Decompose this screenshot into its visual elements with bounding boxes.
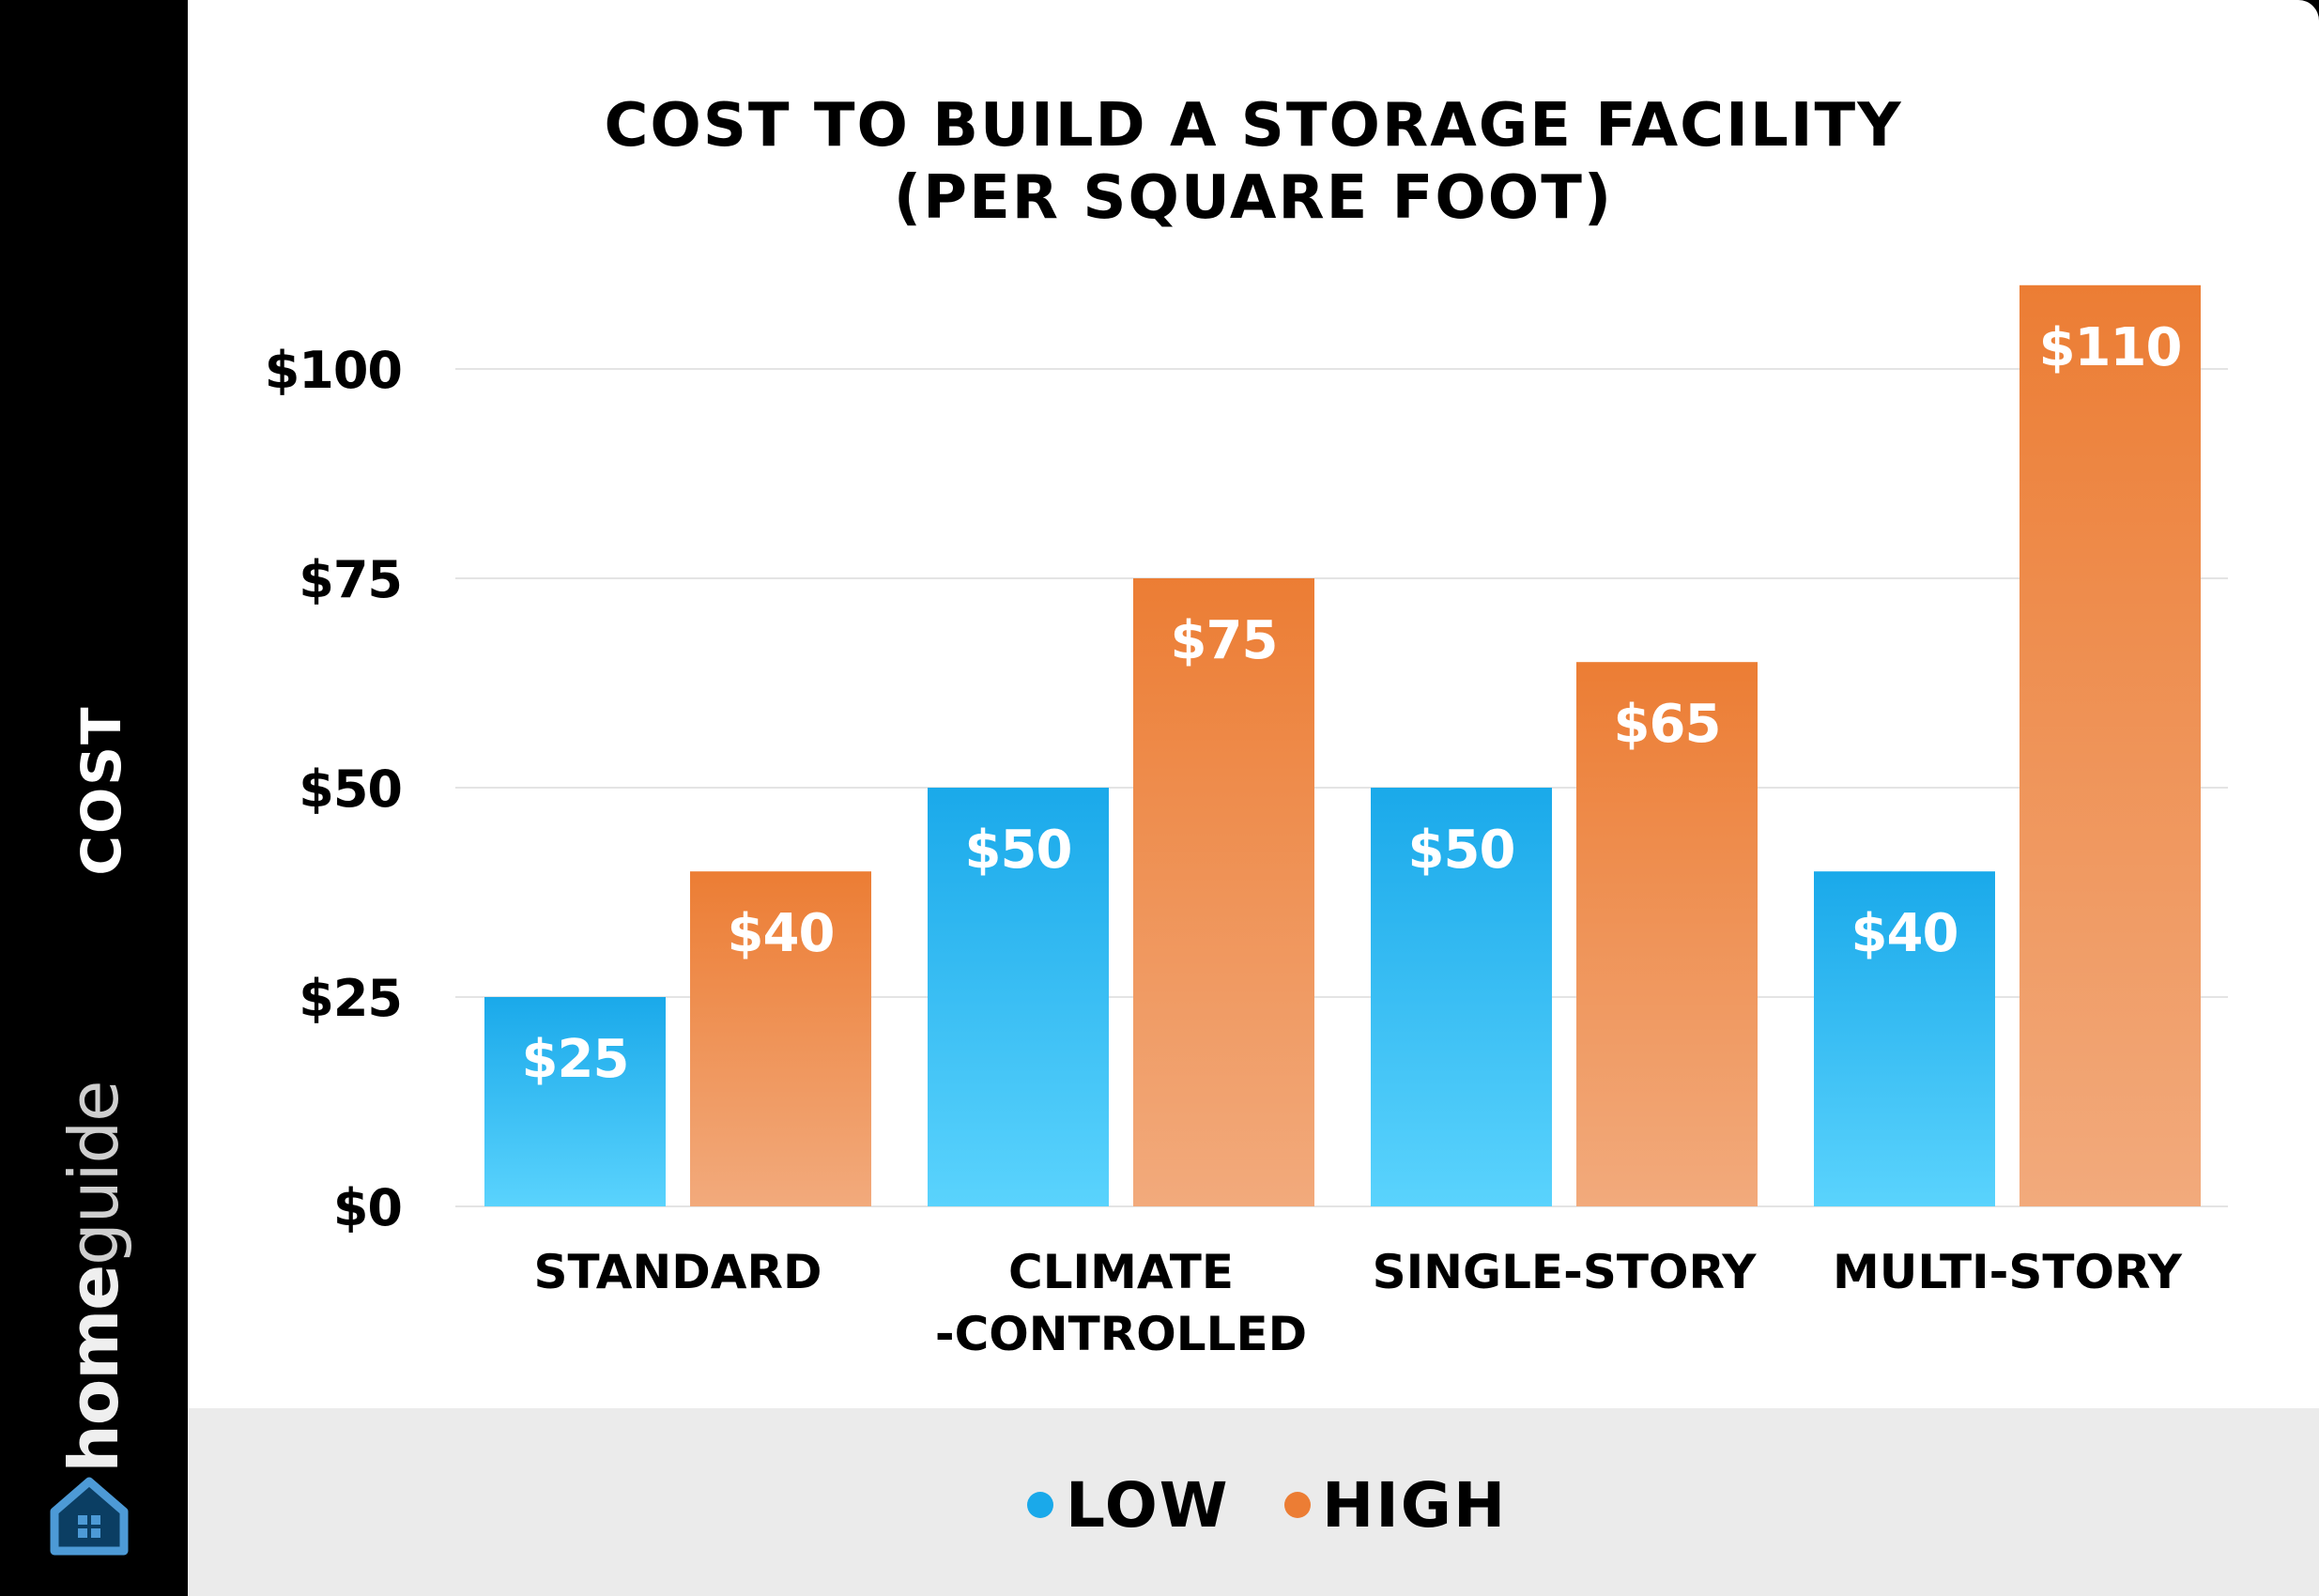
x-tick-label: CLIMATE <box>1008 1245 1234 1299</box>
data-label: $110 <box>2039 317 2182 378</box>
chart-subtitle: (PER SQUARE FOOT) <box>894 163 1613 233</box>
chart-title: COST TO BUILD A STORAGE FACILITY <box>604 91 1902 161</box>
data-labels: $25 $50 $50 $40 $40 $75 $65 $110 <box>522 317 2183 1090</box>
x-tick-label: -CONTROLLED <box>935 1307 1307 1361</box>
data-label: $50 <box>1408 820 1515 881</box>
bar-low <box>1814 871 1995 1206</box>
legend-band <box>188 1408 2319 1596</box>
bars <box>484 284 2201 1206</box>
bar-low <box>484 997 666 1206</box>
legend-label-low: LOW <box>1066 1469 1230 1542</box>
x-axis-ticks: STANDARD CLIMATE -CONTROLLED SINGLE-STORY MU… <box>534 1245 2183 1361</box>
bar-high <box>1133 578 1314 1206</box>
bar-high <box>2020 284 2201 1206</box>
y-tick-label: $25 <box>299 969 402 1028</box>
x-tick-label: MULTI-STORY <box>1833 1245 2183 1299</box>
y-tick-label: $0 <box>333 1178 402 1237</box>
legend-label-high: HIGH <box>1322 1469 1507 1542</box>
data-label: $40 <box>728 903 835 964</box>
legend: LOW HIGH <box>1027 1469 1507 1542</box>
data-label: $25 <box>522 1029 629 1090</box>
y-tick-label: $50 <box>299 760 402 819</box>
x-tick-label: STANDARD <box>534 1245 822 1299</box>
sidebar: COST homeguide <box>0 0 188 1596</box>
y-axis-ticks: $0 $25 $50 $75 $100 <box>265 341 403 1237</box>
data-label: $50 <box>965 820 1072 881</box>
data-label: $75 <box>1171 610 1278 671</box>
legend-swatch-high <box>1284 1492 1311 1518</box>
bar-low <box>1371 788 1552 1206</box>
bar-high <box>690 871 871 1206</box>
y-tick-label: $100 <box>265 341 402 400</box>
house-logo-icon <box>50 1477 129 1556</box>
chart-title-group: COST TO BUILD A STORAGE FACILITY(PER SQU… <box>604 91 1902 233</box>
legend-swatch-low <box>1027 1492 1053 1518</box>
x-tick-label: SINGLE-STORY <box>1373 1245 1758 1299</box>
bar-high <box>1576 662 1758 1206</box>
data-label: $40 <box>1851 903 1958 964</box>
y-tick-label: $75 <box>299 550 402 609</box>
data-label: $65 <box>1614 694 1721 755</box>
bar-low <box>928 788 1109 1206</box>
